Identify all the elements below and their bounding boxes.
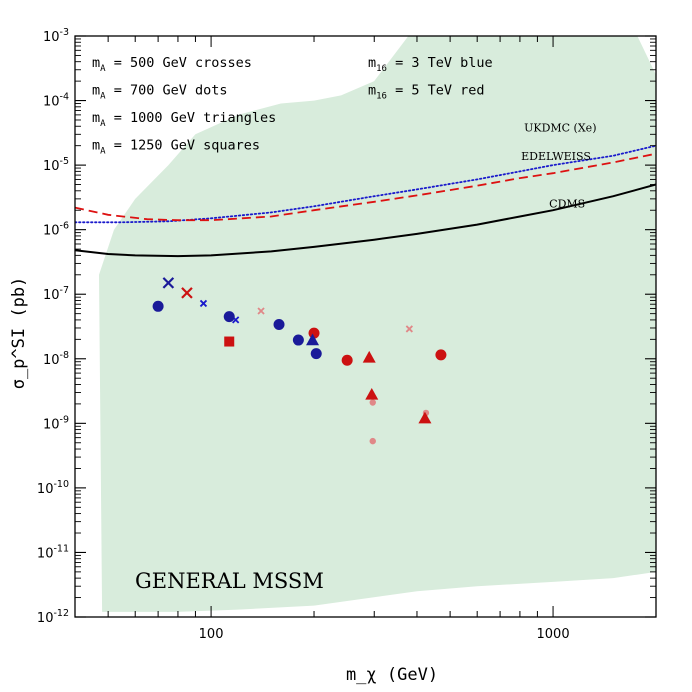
data-point-dot (369, 437, 376, 445)
data-point-cross (257, 307, 265, 315)
curve-label: UKDMC (Xe) (524, 122, 596, 135)
axes-frame-layer (74, 35, 657, 618)
legend-marker-line: mA = 500 GeV crosses (92, 55, 252, 74)
data-point-dot (341, 354, 353, 366)
legend-color-line: m16 = 3 TeV blue (368, 55, 493, 74)
y-tick-label: 10-5 (43, 156, 69, 174)
data-point-dot (292, 334, 304, 346)
allowed-region (99, 36, 656, 612)
y-tick-label: 10-11 (37, 543, 69, 561)
y-tick-label: 10-6 (43, 221, 69, 239)
data-point-triangle (418, 411, 432, 424)
x-axis-label: m_χ (GeV) (346, 665, 438, 685)
y-tick-label: 10-4 (43, 92, 69, 110)
plot-frame (74, 35, 657, 618)
allowed-region-layer (99, 36, 656, 612)
limit-curves-layer (75, 144, 656, 258)
data-point-dot (369, 399, 376, 406)
y-tick-label: 10-12 (37, 608, 69, 626)
data-point-triangle (365, 387, 379, 400)
data-points-layer (152, 277, 447, 445)
data-point-triangle (362, 350, 376, 363)
y-tick-label: 10-3 (43, 27, 69, 45)
data-point-dot (152, 300, 164, 312)
y-axis-label: σ_p^SI (pb) (9, 277, 29, 390)
limit-curve-edelweiss (75, 152, 656, 222)
data-point-dot (310, 348, 322, 360)
data-point-dot (273, 318, 285, 330)
data-point-dot (223, 311, 235, 323)
y-tick-label: 10-10 (37, 479, 69, 497)
legend-marker-line: mA = 700 GeV dots (92, 83, 227, 102)
y-tick-label: 10-7 (43, 285, 69, 303)
legend-marker-line: mA = 1250 GeV squares (92, 138, 260, 157)
labels-layer: UKDMC (Xe) EDELWEISS CDMS 10-3 10-4 10-5 10-6 1… (9, 27, 597, 685)
x-tick-label: 100 (199, 627, 224, 642)
data-point-triangle (306, 333, 320, 346)
data-point-cross (181, 287, 193, 299)
x-tick-label: 1000 (537, 627, 570, 642)
y-tick-label: 10-8 (43, 350, 69, 368)
curve-label: EDELWEISS (521, 150, 591, 163)
annotation-general-mssm: GENERAL MSSM (135, 569, 324, 593)
limit-curve-cdms (75, 183, 656, 258)
legend-color-line: m16 = 5 TeV red (368, 83, 485, 102)
legend-marker-line: mA = 1000 GeV triangles (92, 110, 276, 129)
data-point-dot (435, 349, 447, 361)
data-point-cross (199, 299, 208, 308)
limit-curve-ukdmc-xe (75, 144, 656, 224)
data-point-cross (405, 325, 413, 333)
curve-label: CDMS (549, 198, 585, 211)
data-point-square (224, 336, 235, 347)
y-tick-label: 10-9 (43, 414, 69, 432)
data-point-cross (162, 277, 175, 289)
